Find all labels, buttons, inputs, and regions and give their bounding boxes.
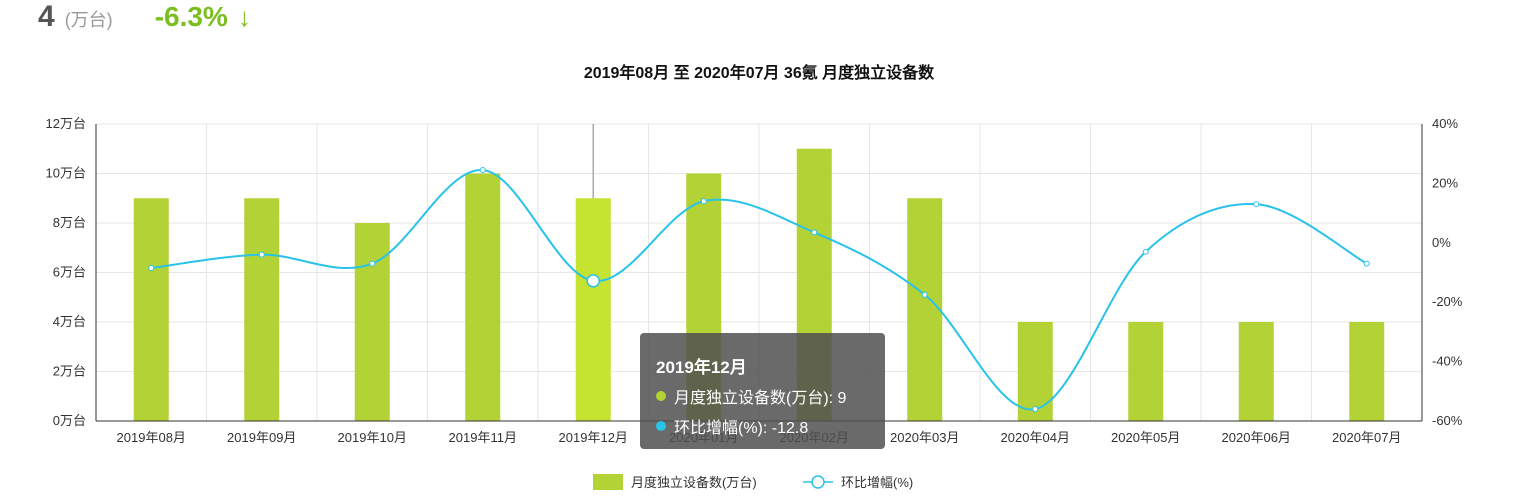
x-tick-label: 2020年05月 bbox=[1111, 430, 1180, 445]
line-point bbox=[586, 274, 600, 288]
kpi-summary: 4 (万台) -6.3% ↓ bbox=[38, 0, 251, 40]
bar bbox=[1349, 322, 1385, 421]
tooltip-row-devices: 月度独立设备数(万台): 9 bbox=[656, 384, 869, 408]
line-point bbox=[1142, 248, 1149, 255]
y-left-tick-label: 8万台 bbox=[53, 215, 86, 230]
x-tick-label: 2019年10月 bbox=[338, 430, 407, 445]
x-tick-label: 2020年03月 bbox=[890, 430, 959, 445]
down-arrow-icon: ↓ bbox=[237, 2, 251, 32]
tooltip-devices-text: 月度独立设备数(万台): 9 bbox=[674, 390, 847, 407]
x-tick-label: 2020年07月 bbox=[1332, 430, 1401, 445]
y-right-tick-label: 20% bbox=[1432, 175, 1458, 190]
line-point bbox=[148, 265, 155, 272]
kpi-value: 4 bbox=[38, 0, 55, 33]
tooltip-title: 2019年12月 bbox=[656, 358, 747, 377]
line-point bbox=[700, 198, 707, 205]
x-tick-label: 2020年06月 bbox=[1222, 430, 1291, 445]
y-right-tick-label: -60% bbox=[1432, 413, 1463, 428]
line-point bbox=[479, 167, 486, 174]
line-point bbox=[369, 260, 376, 267]
y-left-tick-label: 4万台 bbox=[53, 314, 86, 329]
y-right-tick-label: -40% bbox=[1432, 354, 1463, 369]
tooltip-row-growth: 环比增幅(%): -12.8 bbox=[656, 414, 869, 438]
legend-bar-swatch bbox=[593, 474, 623, 490]
line-series-dot-icon bbox=[656, 421, 666, 431]
y-left-tick-label: 10万台 bbox=[46, 166, 86, 181]
legend-bar-label: 月度独立设备数(万台) bbox=[631, 475, 757, 490]
x-tick-label: 2019年09月 bbox=[227, 430, 296, 445]
bar bbox=[1238, 322, 1274, 421]
y-left-tick-label: 12万台 bbox=[46, 116, 86, 131]
y-left-tick-label: 0万台 bbox=[53, 413, 86, 428]
line-point bbox=[811, 229, 818, 236]
line-point bbox=[258, 251, 265, 258]
x-tick-label: 2019年12月 bbox=[559, 430, 628, 445]
line-point bbox=[1032, 406, 1039, 413]
bar-series-dot-icon bbox=[656, 391, 666, 401]
line-point bbox=[1253, 201, 1260, 208]
bar bbox=[1128, 322, 1164, 421]
chart-tooltip: 2019年12月 月度独立设备数(万台): 9 环比增幅(%): -12.8 bbox=[640, 333, 885, 449]
x-tick-label: 2019年11月 bbox=[449, 430, 517, 445]
chart-title: 2019年08月 至 2020年07月 36氪 月度独立设备数 bbox=[584, 63, 935, 82]
kpi-unit: (万台) bbox=[64, 10, 113, 30]
y-left-tick-label: 6万台 bbox=[53, 265, 86, 280]
y-left-tick-label: 2万台 bbox=[53, 364, 86, 379]
x-tick-label: 2020年04月 bbox=[1001, 430, 1070, 445]
tooltip-growth-text: 环比增幅(%): -12.8 bbox=[674, 420, 809, 437]
x-tick-label: 2019年08月 bbox=[117, 430, 186, 445]
bar bbox=[133, 198, 169, 421]
bar bbox=[575, 198, 611, 421]
legend-line-label: 环比增幅(%) bbox=[841, 475, 913, 490]
bar bbox=[465, 173, 501, 421]
bar bbox=[354, 223, 390, 421]
line-point bbox=[921, 291, 928, 298]
y-right-tick-label: -20% bbox=[1432, 294, 1463, 309]
bar bbox=[907, 198, 943, 421]
y-right-tick-label: 40% bbox=[1432, 116, 1458, 131]
line-point bbox=[1363, 260, 1370, 267]
bar bbox=[244, 198, 280, 421]
y-right-tick-label: 0% bbox=[1432, 235, 1451, 250]
kpi-change: -6.3% bbox=[154, 1, 228, 32]
legend-line-marker bbox=[811, 475, 825, 489]
